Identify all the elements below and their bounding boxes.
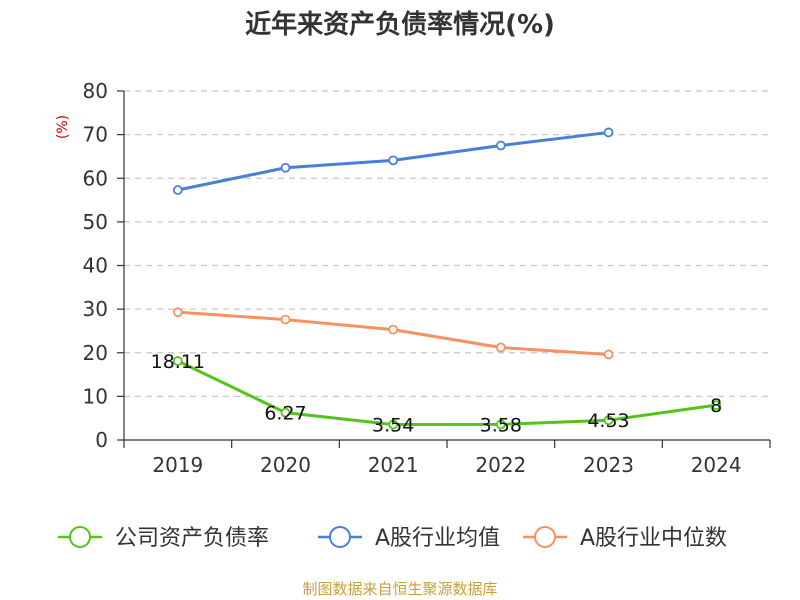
data-point — [603, 127, 614, 138]
data-labels: 18.11 6.27 3.54 3.58 4.53 8 — [151, 351, 723, 437]
legend-marker — [329, 526, 351, 548]
data-point — [711, 400, 722, 411]
data-point — [172, 307, 183, 318]
data-point — [172, 356, 183, 366]
legend-label: 公司资产负债率 — [115, 526, 269, 551]
data-point — [388, 324, 399, 335]
legend-label: A股行业均值 — [375, 526, 500, 551]
y-tick-label: 50 — [83, 210, 108, 234]
data-point — [280, 162, 291, 173]
y-tick-labels: 0 10 20 30 40 50 60 70 80 — [83, 79, 108, 452]
y-tick-label: 40 — [83, 254, 108, 278]
y-tick-label: 0 — [95, 428, 108, 452]
data-label: 3.58 — [480, 414, 522, 436]
data-point — [495, 140, 506, 151]
x-tick-label: 2024 — [691, 453, 742, 477]
legend-label: A股行业中位数 — [580, 526, 727, 551]
x-tick-labels: 2019 2020 2021 2022 2023 2024 — [152, 453, 741, 477]
chart-title: 近年来资产负债率情况(%) — [245, 9, 555, 40]
series-2 — [172, 307, 614, 360]
data-point — [388, 155, 399, 166]
y-tick-label: 60 — [83, 166, 108, 190]
data-point — [388, 419, 399, 430]
x-tick-label: 2020 — [260, 453, 311, 477]
data-label: 3.54 — [372, 415, 414, 437]
series-line — [177, 359, 717, 427]
x-tick-label: 2019 — [152, 453, 203, 477]
series-0 — [172, 356, 722, 430]
data-label: 6.27 — [264, 403, 306, 425]
data-point — [495, 419, 506, 430]
y-tick-label: 80 — [83, 79, 108, 103]
gridlines — [124, 90, 770, 397]
legend-marker — [69, 526, 91, 548]
y-tick-label: 20 — [83, 341, 108, 365]
source-note: 制图数据来自恒生聚源数据库 — [302, 580, 497, 598]
x-tick-label: 2022 — [475, 453, 526, 477]
data-point — [603, 415, 614, 426]
legend-marker — [534, 526, 556, 548]
legend-item-2[interactable]: A股行业中位数 — [523, 526, 727, 551]
data-point — [172, 185, 183, 195]
y-tick-label: 70 — [83, 123, 108, 147]
data-label: 8 — [710, 395, 722, 417]
series-lines — [172, 127, 722, 430]
data-point — [603, 349, 614, 360]
legend: 公司资产负债率 A股行业均值 A股行业中位数 — [58, 526, 727, 551]
y-tick-label: 30 — [83, 297, 108, 321]
y-tick-label: 10 — [83, 384, 108, 408]
data-point — [280, 407, 291, 418]
y-axis-label: (%) — [55, 115, 71, 139]
series-1 — [172, 127, 614, 195]
data-label: 4.53 — [587, 410, 629, 432]
data-point — [280, 314, 291, 325]
axes — [117, 90, 771, 448]
data-point — [495, 342, 506, 353]
data-label: 18.11 — [151, 351, 205, 373]
legend-item-0[interactable]: 公司资产负债率 — [58, 526, 269, 551]
x-tick-label: 2023 — [583, 453, 634, 477]
legend-item-1[interactable]: A股行业均值 — [318, 526, 500, 551]
x-tick-label: 2021 — [368, 453, 419, 477]
